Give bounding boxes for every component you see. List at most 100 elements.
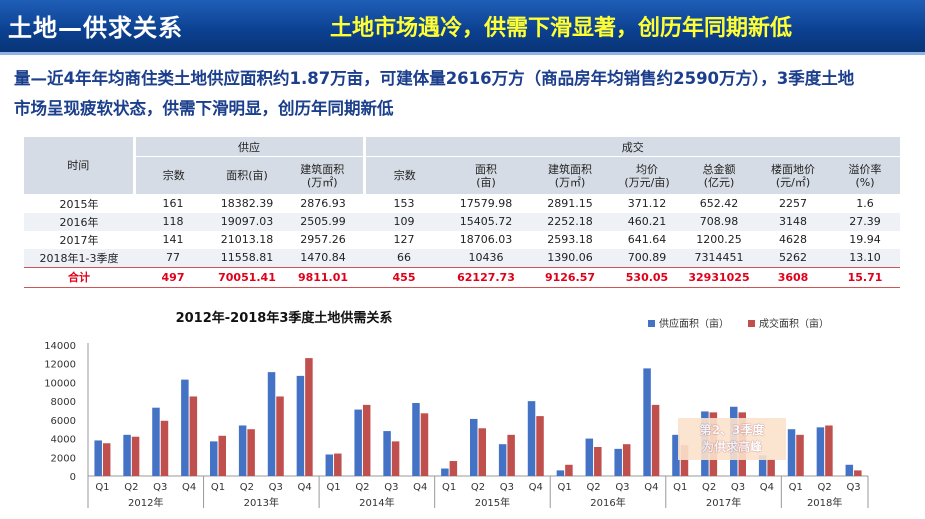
table-cell: 77 xyxy=(134,248,212,267)
intro-text: 量—近4年年均商住类土地供应面积约1.87万亩，可建体量2616万方（商品房年均… xyxy=(14,64,914,124)
supply-bar xyxy=(383,431,391,476)
deal-bar xyxy=(305,358,313,476)
table-cell: 1470.84 xyxy=(282,248,364,267)
col-header: 楼面地价 (元/㎡) xyxy=(756,156,830,194)
table-cell: 2252.18 xyxy=(528,212,612,231)
deal-bar xyxy=(420,413,429,476)
col-header: 面积 (亩) xyxy=(444,156,528,194)
supply-bar xyxy=(845,464,854,476)
year-label: 2014年 xyxy=(359,496,394,509)
page-subtitle: 土地市场遇冷，供需下滑显著，创历年同期新低 xyxy=(330,16,793,41)
total-row: 合计 497 70051.41 9811.01 455 62127.73 9126.57 53… xyxy=(24,266,900,288)
table-cell: 2257 xyxy=(779,196,807,210)
year-label: 2016年 xyxy=(590,496,625,509)
deal-bar xyxy=(449,461,458,476)
deal-bar xyxy=(247,429,255,476)
supply-bar xyxy=(123,434,131,476)
col-time-header: 时间 xyxy=(24,137,134,195)
table-cell: 700.89 xyxy=(612,248,682,267)
deal-bar xyxy=(102,443,111,476)
x-tick-label: Q1 xyxy=(558,482,572,493)
header-divider xyxy=(0,52,925,55)
table-cell: 27.39 xyxy=(830,212,900,231)
x-tick-label: Q2 xyxy=(818,482,832,493)
x-tick-label: Q4 xyxy=(182,482,196,493)
deal-bar xyxy=(276,396,284,476)
total-cell: 9126.57 xyxy=(528,266,612,288)
total-cell: 3608 xyxy=(756,266,830,288)
deal-bar xyxy=(622,444,631,476)
deal-bar xyxy=(854,470,862,476)
year-label: 2015年 xyxy=(475,496,510,509)
table-cell: 1390.06 xyxy=(528,248,612,267)
peak-callout: 第2、3季度 为供求高峰 xyxy=(678,418,786,460)
table-row: 2016年 118 19097.03 2505.99 109 15405.72 2252.1… xyxy=(24,212,900,231)
x-tick-label: Q4 xyxy=(644,482,658,493)
supply-bar xyxy=(585,438,594,476)
intro-line-2: 市场呈现疲软状态，供需下滑明显，创历年同期新低 xyxy=(14,99,394,118)
total-cell: 455 xyxy=(364,266,444,288)
supply-bar xyxy=(816,427,825,476)
supply-bar xyxy=(498,444,507,476)
table-cell: 641.64 xyxy=(627,233,667,246)
table-cell: 153 xyxy=(393,196,415,210)
x-tick-label: Q4 xyxy=(529,482,543,493)
table-cell: 19.94 xyxy=(849,233,881,246)
table-row: 2018年1-3季度 77 11558.81 1470.84 66 10436 1390.0… xyxy=(24,248,900,267)
supply-bar xyxy=(354,409,362,476)
table-cell: 5262 xyxy=(756,248,830,267)
total-cell: 9811.01 xyxy=(282,266,364,288)
supply-bar xyxy=(643,368,651,476)
supply-bar xyxy=(527,401,536,476)
deal-bar xyxy=(767,459,775,476)
supply-bar xyxy=(210,441,218,476)
supply-bar xyxy=(787,429,796,476)
x-tick-label: Q2 xyxy=(240,482,254,493)
table-cell: 161 xyxy=(162,196,184,210)
land-data-table: 时间 供应 成交 宗数 面积(亩) 建筑面积 (万㎡) 宗数 面积 (亩) 建筑面积 (万… xyxy=(24,137,900,288)
table-cell: 2505.99 xyxy=(282,212,364,231)
year-label: 2012年 xyxy=(128,496,163,509)
table-cell: 118 xyxy=(134,212,212,231)
table-cell: 4628 xyxy=(779,233,807,246)
x-tick-label: Q3 xyxy=(500,482,514,493)
table-cell: 652.42 xyxy=(699,196,739,210)
col-header: 宗数 xyxy=(132,156,212,194)
table-cell: 10436 xyxy=(444,248,528,267)
x-tick-label: Q3 xyxy=(384,482,398,493)
supply-group-header: 供应 xyxy=(132,137,364,157)
supply-bar xyxy=(94,440,102,476)
year-label: 2017年 xyxy=(706,496,741,509)
deal-bar xyxy=(507,434,515,476)
supply-bar xyxy=(296,375,305,476)
supply-bar xyxy=(238,425,247,476)
col-header: 建筑面积 (万㎡) xyxy=(282,156,364,194)
header-bar: 土地—供求关系 土地市场遇冷，供需下滑显著，创历年同期新低 xyxy=(0,0,925,52)
supply-bar xyxy=(672,434,680,476)
table-cell: 2957.26 xyxy=(300,233,346,246)
table-cell: 141 xyxy=(162,233,184,246)
table-cell: 2018年1-3季度 xyxy=(24,248,134,267)
table-cell: 66 xyxy=(364,248,444,267)
deal-bar xyxy=(536,416,544,476)
total-cell: 32931025 xyxy=(682,266,756,288)
table-cell: 17579.98 xyxy=(459,196,513,210)
callout-line-2: 为供求高峰 xyxy=(701,440,762,454)
table-cell: 2015年 xyxy=(59,197,99,211)
supply-bar xyxy=(267,372,276,476)
table-cell: 15405.72 xyxy=(444,212,528,231)
supply-bar xyxy=(325,454,334,476)
table-cell: 19097.03 xyxy=(212,212,282,231)
x-tick-label: Q2 xyxy=(471,482,485,493)
table-cell: 109 xyxy=(364,212,444,231)
supply-demand-chart: 2012年-2018年3季度土地供需关系 0 2000 4000 6000 8000 100… xyxy=(44,310,869,509)
total-cell: 15.71 xyxy=(830,266,900,288)
year-label: 2013年 xyxy=(244,496,279,509)
y-tick-label: 2000 xyxy=(51,453,76,464)
x-tick-label: Q3 xyxy=(615,482,629,493)
y-tick-label: 0 xyxy=(70,472,76,483)
deal-bar xyxy=(651,404,660,476)
supply-bar xyxy=(470,418,478,476)
x-tick-label: Q1 xyxy=(789,482,803,493)
col-header: 宗数 xyxy=(362,156,444,194)
